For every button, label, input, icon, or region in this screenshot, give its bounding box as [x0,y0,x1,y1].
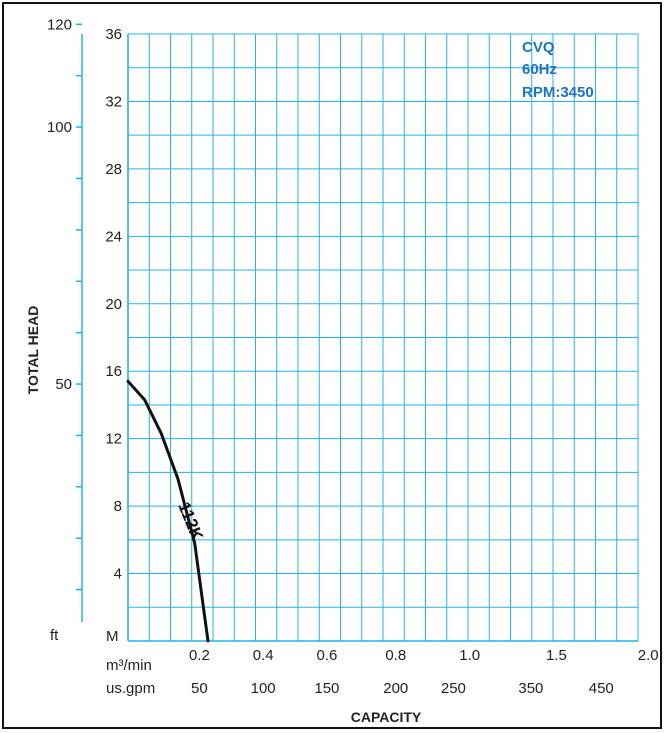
y-unit-m: M [106,628,119,645]
x-unit-gpm: us.gpm [106,680,155,697]
y-tick-label-ft: 100 [47,119,72,136]
x-tick-label-gpm: 250 [441,680,466,697]
x-unit-m3: m³/min [106,657,152,674]
y-tick-label-ft: 120 [47,16,72,33]
ft-axis [76,23,83,622]
x-tick-label-m3: 2.0 [638,647,659,664]
y-tick-label-m: 20 [105,296,122,313]
y-unit-ft: ft [50,627,59,644]
x-tick-label-m3: 0.8 [385,647,406,664]
info-box: CVQ 60Hz RPM:3450 [522,39,594,101]
x-tick-label-m3: 0.6 [316,647,337,664]
x-tick-label-gpm: 100 [251,680,276,697]
y-tick-label-m: 12 [105,431,122,448]
y-tick-label-m: 4 [114,566,122,583]
x-tick-label-gpm: 150 [314,680,339,697]
series-layer: 112K [126,379,210,643]
frequency-label: 60Hz [522,61,557,78]
y-axis-title: TOTAL HEAD [25,306,41,395]
x-tick-label-gpm: 50 [191,680,208,697]
rpm-label: RPM:3450 [522,84,594,101]
y-tick-label-m: 32 [105,93,122,110]
x-tick-label-m3: 0.4 [253,647,274,664]
x-tick-label-m3: 1.5 [546,647,567,664]
x-tick-label-m3: 1.0 [459,647,480,664]
x-tick-label-m3: 0.2 [189,647,210,664]
tick-labels: 4 8 12 16 20 24 28 32 36 50 100 120 0.2 0.4 0.6 0.8 1.0 1… [47,16,659,697]
y-tick-label-m: 24 [105,228,122,245]
grid-lines [127,33,639,642]
y-tick-label-m: 36 [105,26,122,43]
y-tick-label-m: 28 [105,161,122,178]
y-tick-label-m: 8 [114,498,122,515]
x-axis-title: CAPACITY [351,709,422,725]
y-tick-label-ft: 50 [55,376,72,393]
y-tick-label-m: 16 [105,363,122,380]
x-tick-label-gpm: 450 [589,680,614,697]
series-line-112K [126,379,210,643]
x-tick-label-gpm: 350 [518,680,543,697]
model-label: CVQ [522,39,555,56]
x-tick-label-gpm: 200 [383,680,408,697]
